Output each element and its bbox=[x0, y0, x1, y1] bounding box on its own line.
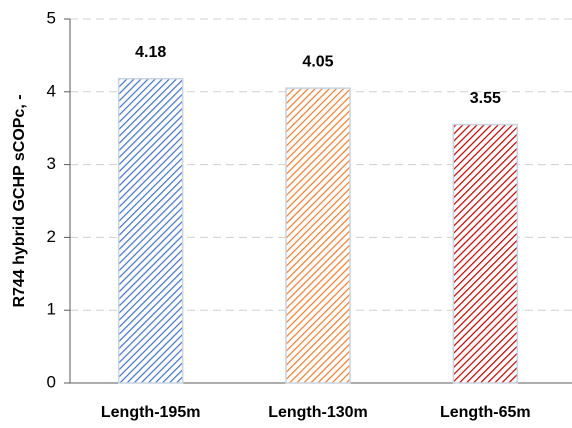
bar bbox=[452, 123, 519, 384]
y-tick-label: 1 bbox=[47, 300, 56, 319]
y-tick-label: 3 bbox=[47, 154, 56, 173]
y-tick-label: 5 bbox=[47, 8, 56, 27]
x-tick-label: Length-195m bbox=[101, 404, 201, 421]
x-tick-label: Length-130m bbox=[268, 404, 368, 421]
data-label: 4.05 bbox=[302, 53, 333, 70]
y-axis-label: R744 hybrid GCHP sCOPc, - bbox=[11, 94, 28, 307]
bar bbox=[285, 87, 351, 384]
x-tick-label: Length-65m bbox=[440, 404, 531, 421]
y-tick-label: 0 bbox=[47, 372, 56, 391]
y-tick-label: 4 bbox=[47, 81, 56, 100]
data-label: 3.55 bbox=[470, 90, 501, 107]
y-tick-label: 2 bbox=[47, 227, 56, 246]
data-label: 4.18 bbox=[135, 44, 166, 61]
bar bbox=[117, 77, 184, 384]
